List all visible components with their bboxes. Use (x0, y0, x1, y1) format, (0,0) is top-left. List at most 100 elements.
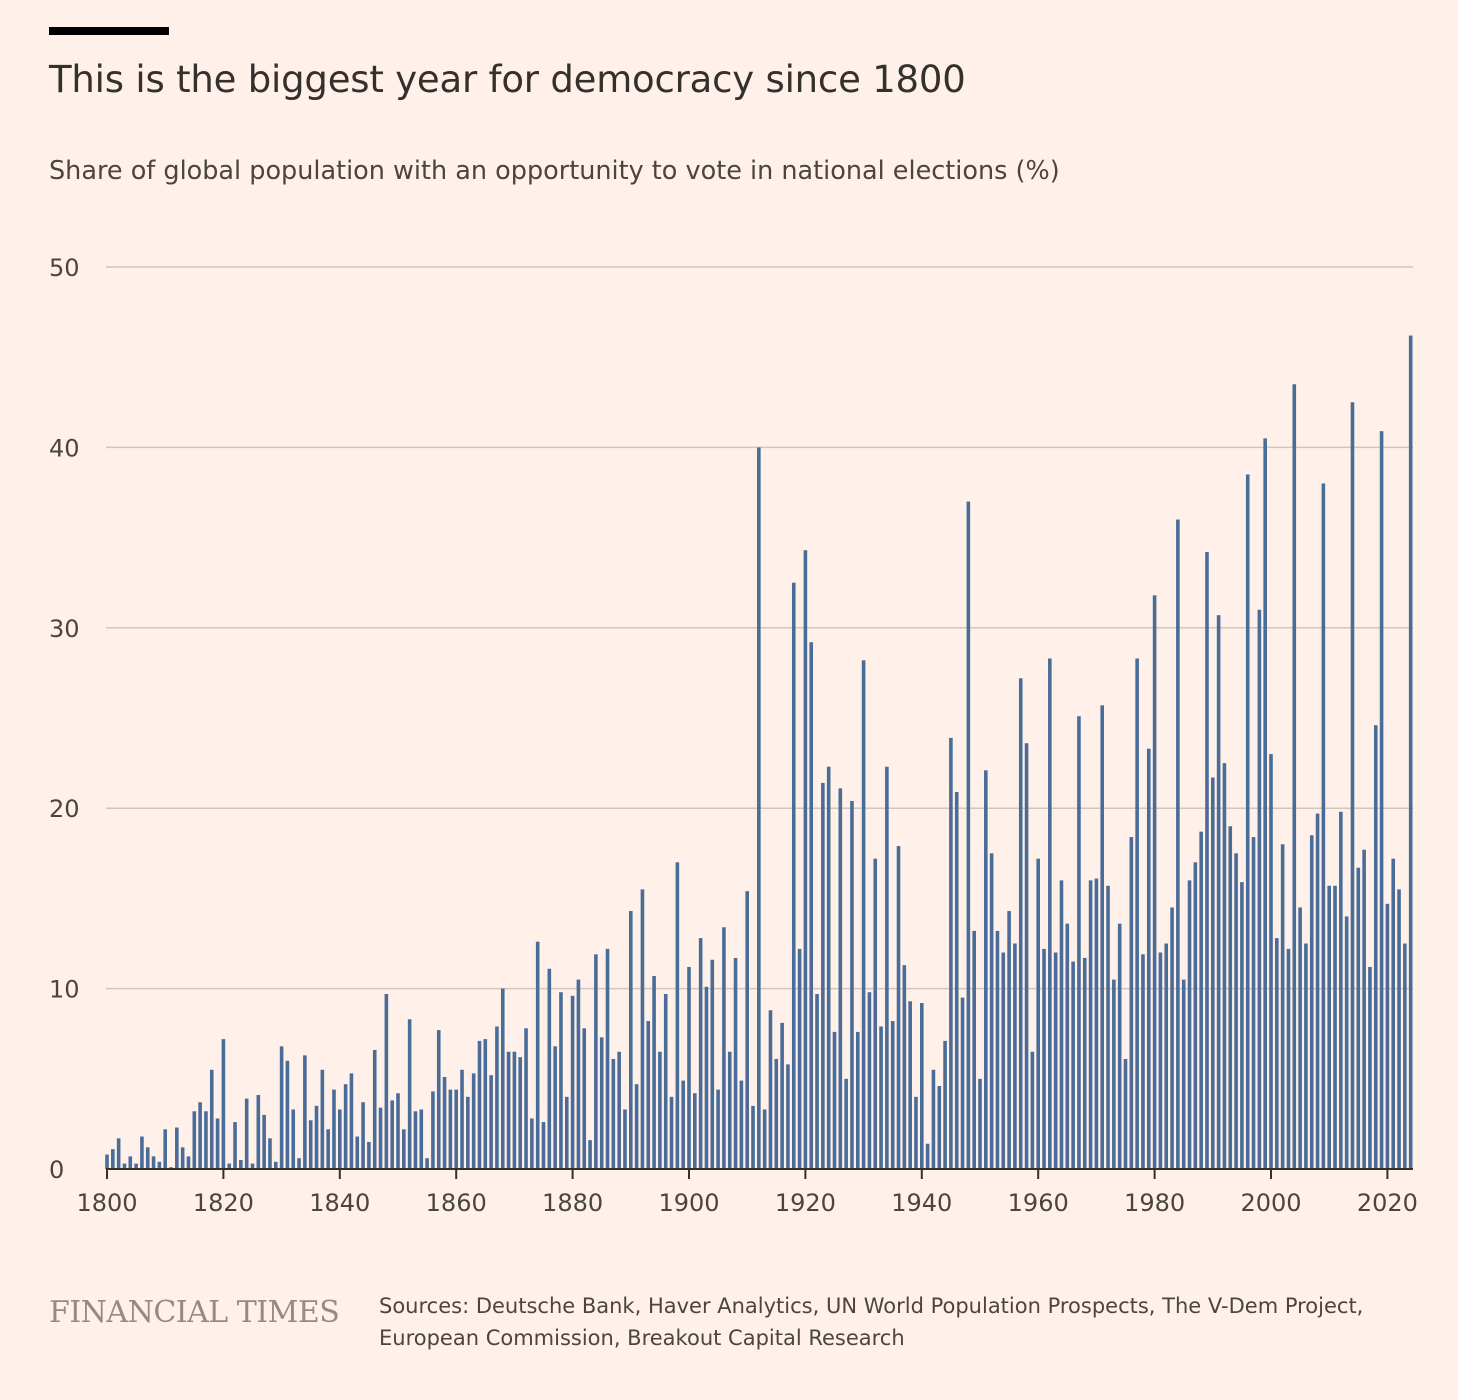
bar-1893 (646, 1021, 651, 1169)
bar-2015 (1356, 867, 1361, 1169)
bar-1881 (576, 979, 581, 1169)
bar-1989 (1205, 552, 1209, 1169)
bar-2008 (1315, 813, 1320, 1169)
x-tick-label: 1940 (891, 1189, 952, 1217)
bar-1938 (908, 1001, 912, 1169)
bar-1889 (623, 1109, 627, 1169)
bar-2004 (1292, 384, 1297, 1169)
bar-1832 (291, 1109, 296, 1169)
bar-1922 (815, 994, 819, 1169)
bar-1947 (960, 997, 965, 1169)
bar-1966 (1071, 961, 1075, 1169)
bar-1847 (378, 1107, 383, 1169)
bar-1853 (413, 1111, 418, 1169)
source-note: Sources: Deutsche Bank, Haver Analytics,… (379, 1294, 1364, 1350)
bar-1908 (733, 957, 738, 1169)
bar-1888 (617, 1051, 621, 1169)
bar-1885 (599, 1037, 604, 1169)
bar-1906 (722, 927, 726, 1169)
bar-1809 (157, 1161, 162, 1169)
bar-1998 (1257, 609, 1262, 1169)
bar-1833 (297, 1158, 301, 1169)
x-tick-label: 1920 (775, 1189, 836, 1217)
bar-1980 (1152, 595, 1157, 1169)
bar-1816 (198, 1102, 202, 1169)
bar-1972 (1106, 885, 1110, 1169)
bar-1851 (402, 1129, 406, 1169)
bar-2001 (1275, 938, 1279, 1169)
bars (105, 335, 1413, 1169)
bar-1800 (105, 1154, 109, 1169)
bar-1976 (1129, 837, 1134, 1169)
bar-1817 (204, 1111, 208, 1169)
x-tick-label: 1800 (76, 1189, 137, 1217)
bar-1863 (471, 1073, 476, 1169)
x-tick-label: 1860 (426, 1189, 487, 1217)
bar-1929 (855, 1031, 860, 1169)
bar-1810 (163, 1129, 167, 1169)
bar-1829 (273, 1161, 278, 1169)
bar-1978 (1141, 954, 1145, 1169)
bar-1801 (111, 1149, 115, 1169)
y-tick-label: 20 (49, 795, 80, 823)
bar-1909 (739, 1080, 744, 1169)
bar-1975 (1123, 1058, 1128, 1169)
bar-1970 (1094, 878, 1099, 1169)
bar-2007 (1309, 835, 1314, 1169)
bar-1856 (431, 1091, 435, 1169)
x-tick-label: 2020 (1357, 1189, 1418, 1217)
bar-1812 (175, 1127, 179, 1169)
bar-1913 (762, 1109, 767, 1169)
bar-1877 (553, 1046, 557, 1169)
bar-1964 (1059, 880, 1064, 1169)
bar-1837 (320, 1069, 325, 1169)
bar-1819 (215, 1118, 220, 1169)
bar-1803 (122, 1163, 127, 1169)
bar-1949 (972, 930, 976, 1169)
bar-1834 (303, 1055, 307, 1169)
bar-1917 (786, 1064, 790, 1169)
bar-1883 (588, 1140, 592, 1169)
bar-1864 (477, 1040, 482, 1169)
bar-1969 (1088, 880, 1093, 1169)
bar-1884 (594, 954, 598, 1169)
y-tick-label: 0 (49, 1156, 64, 1184)
y-tick-label: 50 (49, 254, 80, 282)
bar-1910 (745, 891, 749, 1169)
x-tick-label: 1880 (542, 1189, 603, 1217)
bar-1886 (605, 948, 610, 1169)
bar-1999 (1263, 438, 1267, 1169)
bar-1842 (349, 1073, 354, 1169)
bar-1992 (1222, 763, 1227, 1169)
bar-1882 (582, 1028, 587, 1169)
y-axis-labels: 0 10 20 30 40 50 (49, 254, 80, 1184)
bar-1944 (943, 1040, 947, 1169)
x-tick-label: 1960 (1008, 1189, 1069, 1217)
bar-1954 (1001, 952, 1006, 1169)
bar-1977 (1135, 658, 1139, 1169)
bar-2012 (1339, 811, 1343, 1169)
bar-1955 (1007, 911, 1011, 1169)
bar-1892 (640, 889, 645, 1169)
bar-1835 (308, 1120, 313, 1169)
bar-1946 (954, 791, 959, 1169)
bar-1940 (920, 1003, 924, 1169)
bar-2017 (1368, 966, 1372, 1169)
bar-1988 (1199, 831, 1203, 1169)
bar-1891 (634, 1084, 639, 1169)
bar-1821 (227, 1163, 232, 1169)
bar-1957 (1018, 678, 1023, 1169)
bar-1841 (343, 1084, 348, 1169)
bar-1919 (797, 948, 802, 1169)
bar-1967 (1077, 716, 1081, 1169)
bar-1907 (727, 1051, 732, 1169)
bar-1865 (483, 1039, 488, 1169)
bar-2020 (1385, 903, 1390, 1169)
bar-1932 (873, 858, 878, 1169)
bar-1905 (716, 1089, 720, 1169)
bar-1802 (116, 1138, 121, 1169)
bar-1825 (250, 1163, 255, 1169)
bar-1914 (768, 1010, 773, 1169)
bar-1818 (209, 1069, 214, 1169)
bar-1808 (151, 1156, 156, 1169)
